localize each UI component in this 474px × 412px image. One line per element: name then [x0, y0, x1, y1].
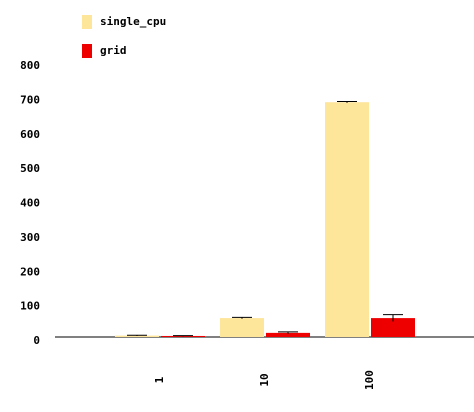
y-tick-label: 800 [20, 59, 40, 72]
y-tick-label: 600 [20, 128, 40, 141]
y-tick-label: 700 [20, 93, 40, 106]
error-bar [383, 314, 403, 322]
legend-swatch [82, 15, 92, 29]
x-tick-label: 10 [258, 373, 271, 386]
legend-swatch [82, 44, 92, 58]
error-bar [337, 101, 357, 103]
bar [161, 335, 205, 337]
error-bar [127, 334, 147, 336]
error-bar [278, 331, 298, 334]
x-tick-label: 100 [363, 370, 376, 390]
x-tick-label: 1 [153, 376, 166, 383]
bar [325, 102, 369, 337]
y-tick-label: 500 [20, 162, 40, 175]
y-tick-label: 0 [33, 334, 40, 347]
bar [266, 332, 310, 337]
legend-label: grid [100, 44, 127, 57]
error-bar [232, 316, 252, 319]
y-tick-label: 300 [20, 231, 40, 244]
bar [115, 335, 159, 337]
error-bar [173, 335, 193, 337]
y-tick-label: 400 [20, 197, 40, 210]
legend-label: single_cpu [100, 15, 166, 28]
y-tick-label: 200 [20, 265, 40, 278]
bar [220, 318, 264, 337]
bar [371, 318, 415, 337]
y-tick-label: 100 [20, 300, 40, 313]
